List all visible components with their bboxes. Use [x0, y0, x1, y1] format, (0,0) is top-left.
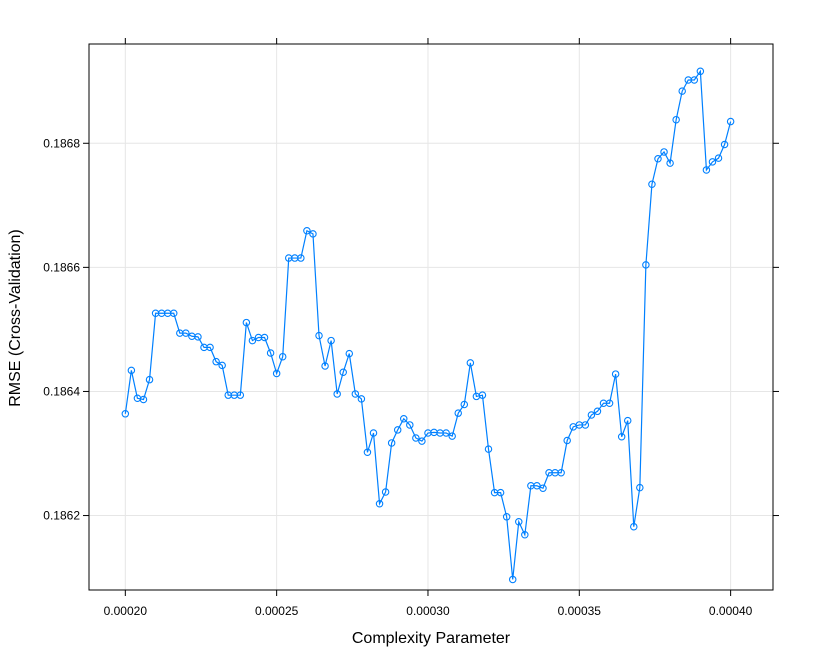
y-tick-label: 0.1866 [43, 260, 80, 274]
data-point [169, 309, 178, 318]
x-tick-label: 0.00025 [255, 604, 299, 618]
data-point [369, 429, 378, 437]
data-point [297, 254, 305, 262]
data-point [696, 67, 705, 76]
data-point [236, 391, 245, 399]
data-point [502, 513, 511, 521]
data-point [400, 414, 408, 423]
data-point [266, 349, 275, 357]
data-point [563, 436, 571, 445]
data-point [708, 158, 717, 166]
data-point [218, 361, 226, 370]
data-point [660, 148, 668, 156]
x-axis-title: Complexity Parameter [352, 630, 511, 647]
data-point [521, 531, 529, 539]
data-point [206, 343, 214, 352]
data-point [327, 336, 335, 345]
data-point [412, 434, 420, 442]
data-point [375, 500, 384, 508]
data-point [630, 522, 638, 531]
data-point [363, 448, 372, 457]
data-point [260, 333, 269, 342]
data-point [242, 318, 251, 327]
data-point [127, 366, 136, 375]
data-point [442, 429, 450, 437]
data-point [145, 375, 154, 384]
data-point [678, 87, 686, 95]
y-axis-title: RMSE (Cross-Validation) [7, 229, 24, 407]
data-point [714, 154, 723, 162]
data-point [720, 140, 729, 149]
data-point [418, 437, 426, 445]
tick-labels: 0.00020 0.00025 0.00030 0.00035 0.00040 0.186… [43, 136, 752, 618]
data-point [636, 483, 644, 492]
data-point [278, 352, 287, 361]
data-point [611, 370, 620, 378]
data-point [605, 399, 614, 407]
data-point [654, 155, 662, 163]
data-point [648, 180, 656, 188]
data-point [623, 416, 632, 425]
data-point [454, 409, 462, 417]
data-point [406, 421, 414, 429]
data-point [381, 488, 390, 496]
axis-ticks [83, 38, 779, 596]
grid-lines [89, 44, 773, 590]
data-point [321, 362, 329, 370]
data-point [315, 331, 323, 340]
data-point [387, 439, 396, 447]
plot-frame [88, 43, 774, 591]
data-point [702, 166, 711, 174]
data-point [345, 349, 354, 358]
data-point [466, 359, 475, 367]
data-point [587, 411, 596, 419]
x-tick-label: 0.00040 [709, 604, 753, 618]
data-point [309, 230, 317, 238]
data-point [212, 357, 220, 366]
data-point [194, 333, 202, 341]
data-point [533, 482, 541, 490]
data-point [690, 76, 699, 84]
y-tick-label: 0.1864 [43, 384, 80, 398]
data-point [484, 445, 493, 453]
data-point [672, 115, 680, 124]
data-point [303, 227, 311, 235]
x-tick-label: 0.00020 [104, 604, 148, 618]
data-point [460, 400, 469, 409]
data-point [351, 390, 360, 398]
data-point [508, 575, 517, 584]
y-tick-label: 0.1868 [43, 136, 80, 150]
data-point [139, 395, 148, 404]
data-point [496, 488, 505, 497]
data-point [539, 484, 547, 492]
data-point [617, 432, 626, 441]
data-point [121, 410, 130, 418]
series-line [124, 69, 732, 580]
data-point [272, 369, 281, 378]
data-point [581, 421, 590, 429]
data-point [393, 426, 402, 434]
data-point [448, 432, 456, 440]
data-point [593, 407, 602, 416]
data-point [666, 159, 674, 167]
data-point [478, 391, 487, 399]
data-point [357, 395, 366, 403]
data-point [515, 517, 523, 526]
series-layer [121, 67, 735, 584]
data-point [339, 368, 347, 376]
x-tick-label: 0.00035 [558, 604, 602, 618]
data-point [642, 261, 650, 269]
y-tick-label: 0.1862 [43, 509, 80, 523]
data-point [333, 390, 341, 398]
data-point [557, 468, 565, 477]
data-point [726, 117, 735, 126]
data-point [248, 336, 257, 345]
x-tick-label: 0.00030 [406, 604, 450, 618]
data-point [182, 329, 190, 337]
